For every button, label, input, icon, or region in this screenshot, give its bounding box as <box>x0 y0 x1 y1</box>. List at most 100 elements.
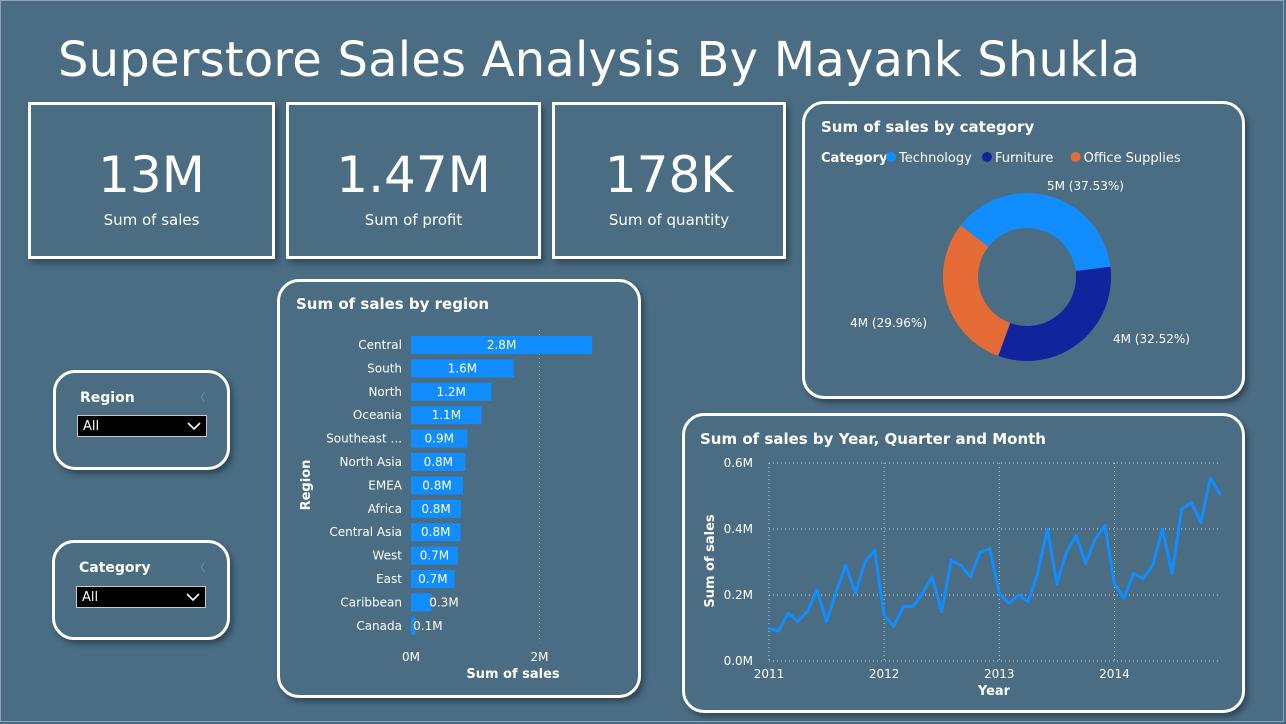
data-label: 0.7M <box>420 549 449 563</box>
data-point <box>825 619 829 623</box>
chart-title: Sum of sales by region <box>296 295 490 313</box>
data-label: 1.6M <box>448 361 477 375</box>
bar <box>411 429 468 448</box>
data-point <box>1074 534 1078 538</box>
data-point <box>1045 527 1049 531</box>
chart-title: Sum of sales by Year, Quarter and Month <box>700 430 1046 448</box>
bar <box>411 616 416 635</box>
data-point <box>921 591 925 595</box>
category-label: Canada <box>356 619 402 633</box>
data-label: 0.9M <box>425 432 454 446</box>
slicer-title: Region <box>80 390 135 406</box>
data-label: 0.3M <box>429 595 458 609</box>
data-point <box>997 591 1001 595</box>
data-point <box>1218 492 1222 496</box>
category-label: EMEA <box>368 478 403 492</box>
x-tick-label: 2014 <box>1099 667 1130 681</box>
legend-label: Furniture <box>995 151 1053 166</box>
category-label: North Asia <box>339 455 402 469</box>
data-point <box>777 629 781 633</box>
eraser-icon[interactable]: 〈 <box>195 393 205 404</box>
category-donut-chart[interactable]: Category Technology Furniture Office Suppli… <box>805 104 1242 396</box>
slicer-title: Category <box>79 560 151 576</box>
slice-label: 4M (32.52%) <box>1113 332 1190 346</box>
bar <box>411 336 593 354</box>
data-point <box>959 563 963 567</box>
category-label: Southeast ... <box>326 432 402 446</box>
bar <box>411 593 432 612</box>
kpi-label: Sum of profit <box>364 211 463 229</box>
data-point <box>1170 572 1174 576</box>
kpi-label: Sum of sales <box>103 211 200 229</box>
donut-slice <box>943 225 1011 356</box>
bar <box>411 359 514 378</box>
data-point <box>892 624 896 628</box>
data-label: 0.8M <box>421 502 450 516</box>
bar <box>411 406 482 425</box>
data-point <box>834 590 838 594</box>
data-point <box>949 558 953 562</box>
data-point <box>1160 527 1164 531</box>
category-label: Central <box>358 338 402 352</box>
data-point <box>1208 476 1212 480</box>
legend-label: Technology <box>898 151 972 166</box>
eraser-icon[interactable]: 〈 <box>195 563 205 574</box>
bar <box>411 570 455 588</box>
category-label: Oceania <box>353 408 402 422</box>
kpi-card-quantity[interactable]: 178K Sum of quantity <box>552 102 786 259</box>
data-point <box>863 560 867 564</box>
kpi-value: 13M <box>98 146 205 204</box>
data-point <box>805 610 809 613</box>
legend-marker <box>886 152 896 162</box>
y-tick-label: 0.2M <box>724 588 753 602</box>
x-tick-label: 0M <box>402 650 420 664</box>
data-point <box>1122 596 1126 600</box>
data-point <box>1141 577 1145 580</box>
data-point <box>815 588 819 592</box>
kpi-card-profit[interactable]: 1.47M Sum of profit <box>286 102 541 259</box>
data-point <box>1093 537 1097 541</box>
data-point <box>940 610 944 613</box>
data-label: 0.8M <box>421 525 450 539</box>
bar <box>411 546 458 565</box>
data-point <box>969 575 973 579</box>
data-label: 2.8M <box>487 338 516 352</box>
time-chart-card: Sum of sales by Year, Quarter and Month … <box>682 413 1245 713</box>
y-tick-label: 0.0M <box>724 654 753 668</box>
region-bar-chart[interactable]: 0M 2M Central 2.8M South 1.6M North 1.2M Oceania… <box>280 282 638 695</box>
data-point <box>911 605 915 609</box>
x-axis-title: Sum of sales <box>466 667 560 682</box>
data-point <box>796 619 800 623</box>
chevron-down-icon <box>187 422 201 431</box>
chart-title: Sum of sales by category <box>821 118 1035 136</box>
kpi-value: 178K <box>604 146 734 204</box>
y-axis-title: Region <box>299 460 314 511</box>
category-dropdown[interactable]: All <box>76 586 206 608</box>
kpi-value: 1.47M <box>336 146 491 204</box>
category-label: Africa <box>368 502 402 516</box>
data-point <box>853 591 857 595</box>
region-dropdown[interactable]: All <box>77 415 207 437</box>
data-label: 0.8M <box>424 455 453 469</box>
category-chart-card: Sum of sales by category Category Technol… <box>802 101 1245 399</box>
data-point <box>882 613 886 617</box>
slice-label: 5M (37.53%) <box>1047 179 1124 193</box>
bar <box>411 382 492 401</box>
data-point <box>844 563 848 567</box>
page-title: Superstore Sales Analysis By Mayank Shuk… <box>58 32 1141 88</box>
data-point <box>1132 572 1136 576</box>
data-point <box>873 548 877 552</box>
slice-label: 4M (29.96%) <box>850 316 927 330</box>
category-label: Caribbean <box>340 595 402 609</box>
x-tick-label: 2M <box>531 650 549 664</box>
region-chart-card: Sum of sales by region 0M 2M Central 2.8M So… <box>277 279 641 698</box>
data-point <box>1103 524 1107 528</box>
legend-title: Category <box>821 151 888 166</box>
kpi-card-sales[interactable]: 13M Sum of sales <box>28 102 275 259</box>
y-axis-title: Sum of sales <box>703 514 718 608</box>
category-label: South <box>367 361 402 375</box>
x-axis-title: Year <box>977 684 1011 699</box>
data-point <box>1036 572 1040 576</box>
